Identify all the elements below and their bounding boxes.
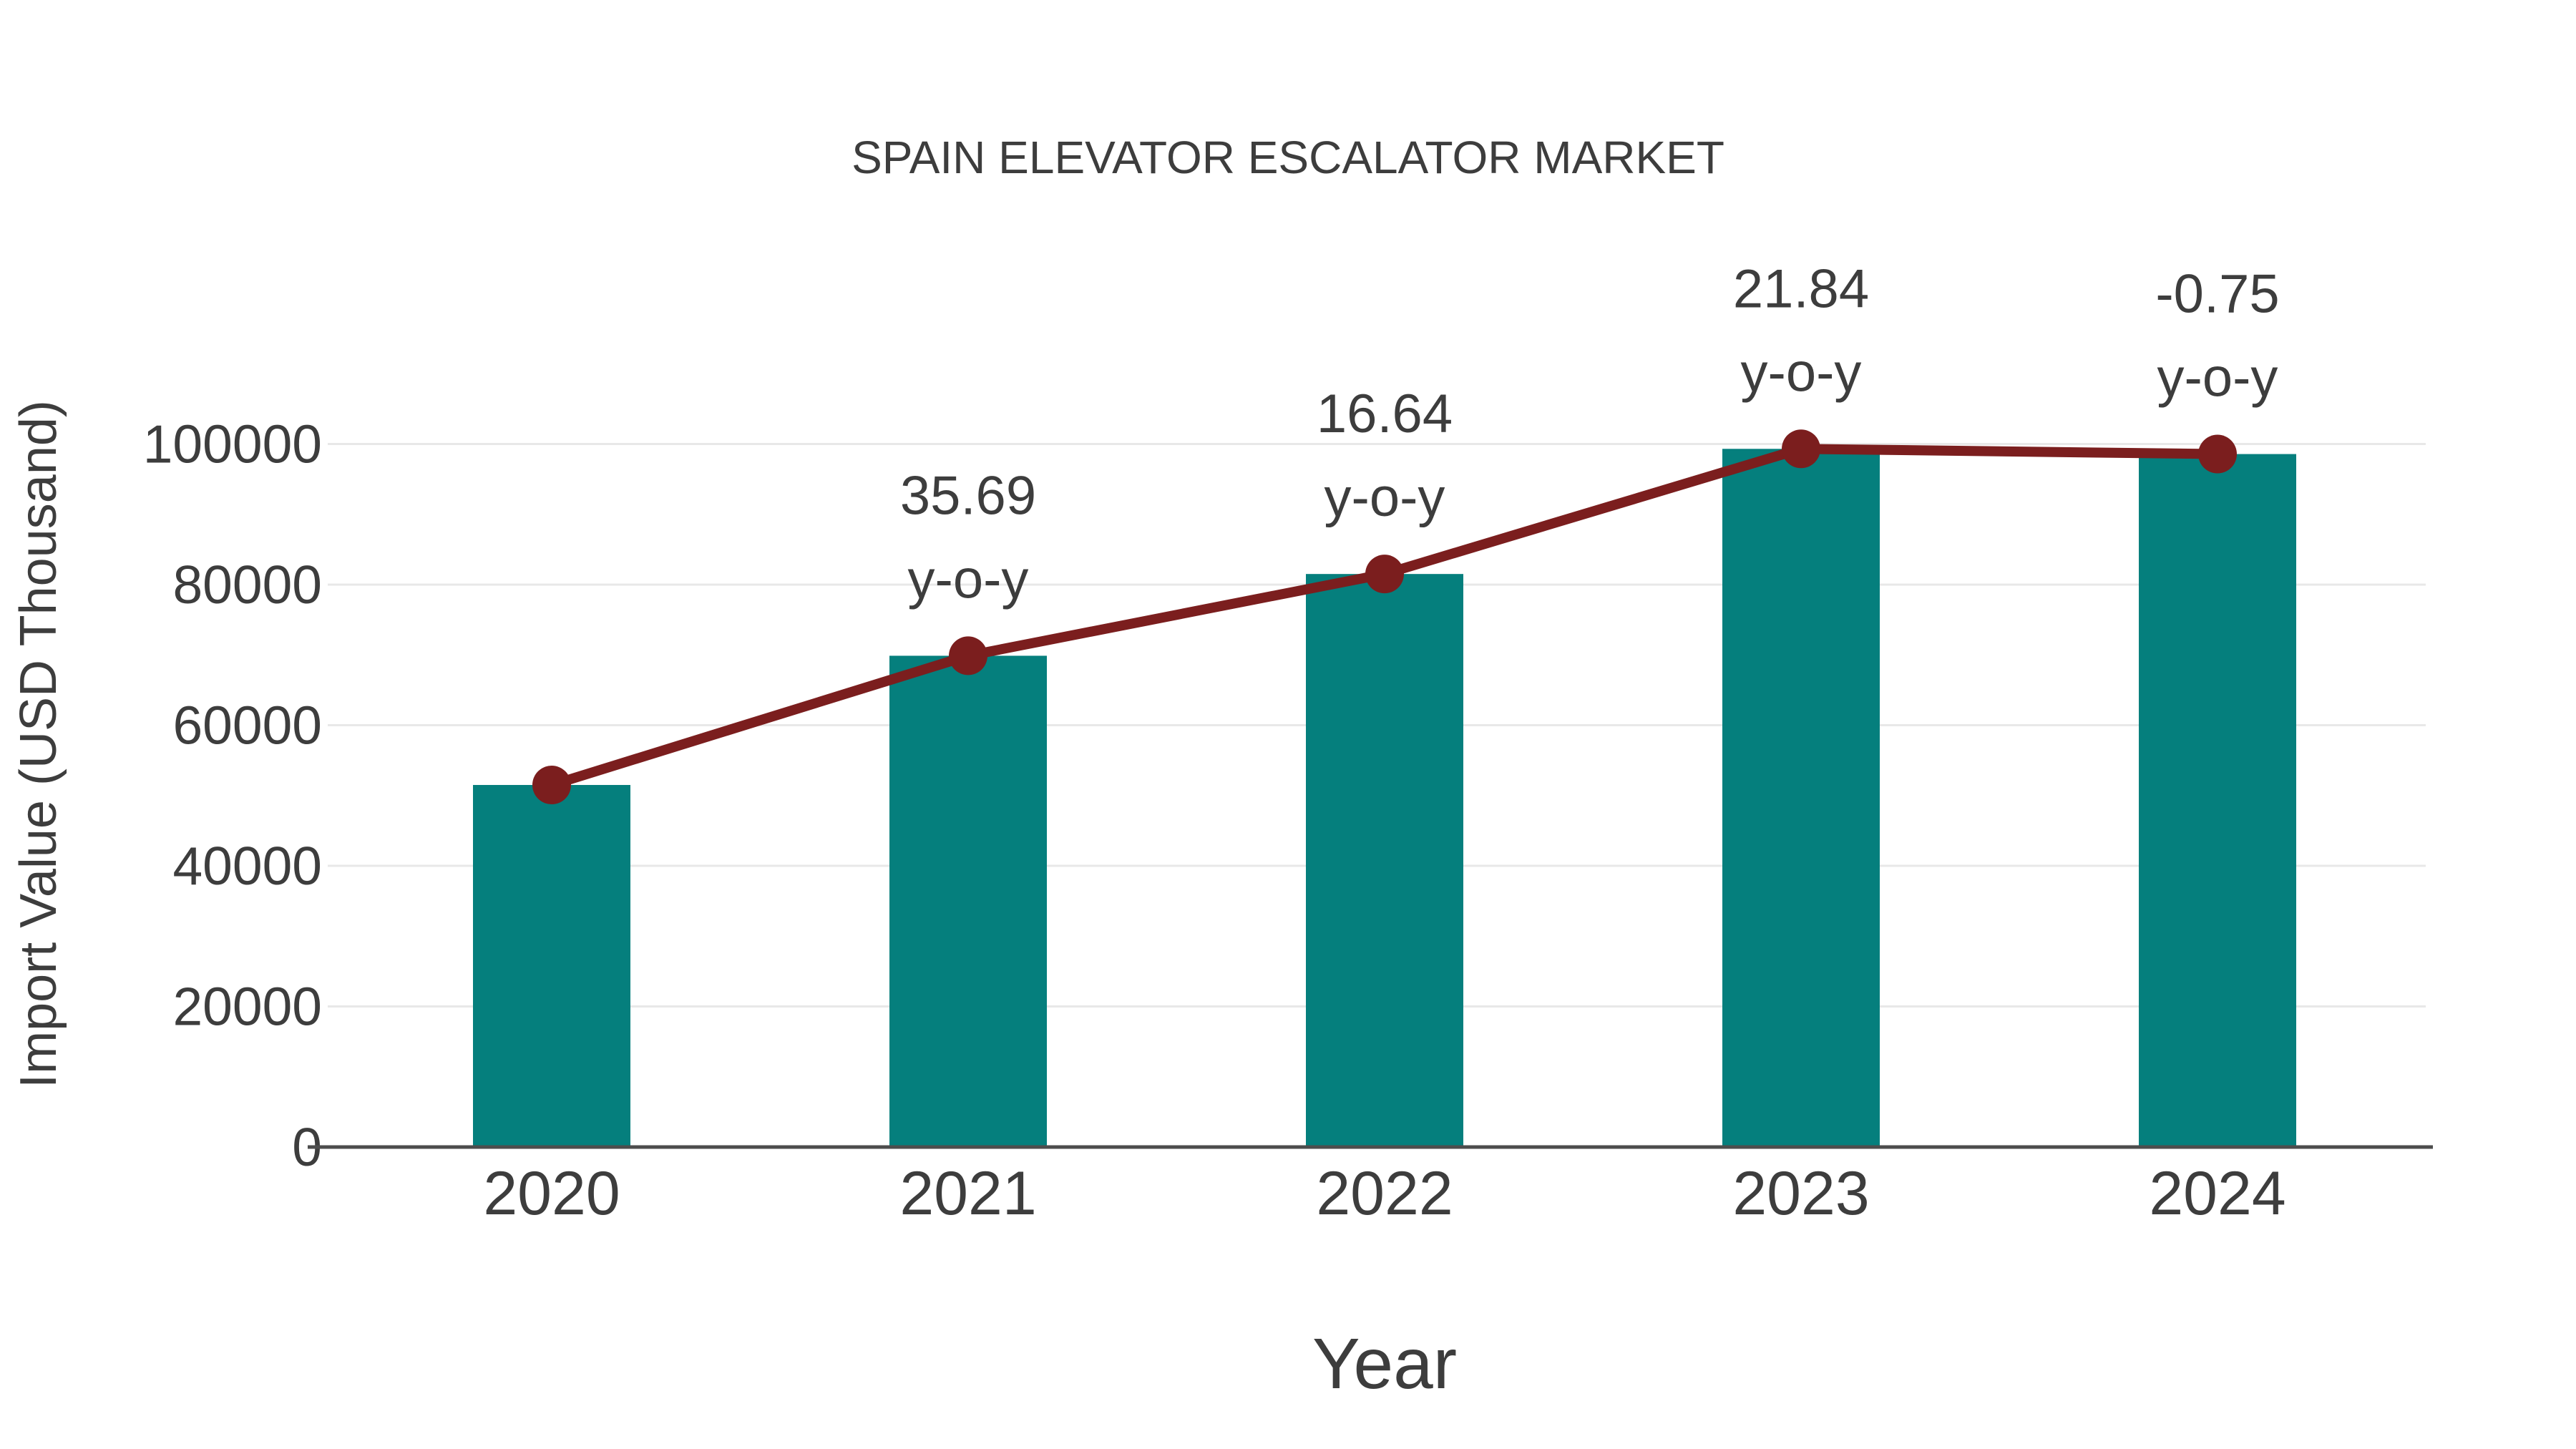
y-tick-label-40000: 40000	[172, 836, 322, 896]
x-tick-labels: 2020 2021 2022 2023 2024	[483, 1159, 2285, 1228]
bar-2024	[2139, 454, 2296, 1147]
y-tick-label-60000: 60000	[172, 696, 322, 756]
bar-2023	[1722, 449, 1880, 1147]
y-tick-label-20000: 20000	[172, 977, 322, 1037]
chart-title: SPAIN ELEVATOR ESCALATOR MARKET	[852, 132, 1724, 183]
annotation-2022-label: y-o-y	[1324, 467, 1445, 528]
annotation-2021-label: y-o-y	[908, 549, 1029, 610]
annotation-2024-label: y-o-y	[2157, 348, 2278, 409]
line-marker-2023	[1782, 429, 1820, 469]
line-marker-2024	[2198, 434, 2237, 474]
annotations: 35.69 y-o-y 16.64 y-o-y 21.84 y-o-y -0.75 y-o-y	[900, 258, 2280, 610]
annotation-2023-label: y-o-y	[1741, 342, 1862, 403]
annotation-2022-value: 16.64	[1317, 384, 1453, 444]
x-tick-label-2022: 2022	[1316, 1159, 1453, 1228]
x-tick-label-2020: 2020	[483, 1159, 620, 1228]
y-tick-label-80000: 80000	[172, 555, 322, 615]
x-tick-label-2021: 2021	[899, 1159, 1036, 1228]
y-axis-title: Import Value (USD Thousand)	[10, 400, 67, 1088]
x-tick-label-2024: 2024	[2149, 1159, 2285, 1228]
line-series	[532, 429, 2237, 805]
line-marker-2021	[949, 636, 987, 675]
bar-2020	[473, 785, 630, 1147]
bar-2022	[1306, 574, 1463, 1147]
annotation-2023-value: 21.84	[1733, 258, 1869, 319]
y-tick-label-100000: 100000	[143, 414, 322, 474]
bar-2021	[889, 655, 1047, 1147]
annotation-2021-value: 35.69	[900, 465, 1036, 526]
annotation-2024-value: -0.75	[2155, 264, 2279, 325]
bar-series	[473, 449, 2296, 1147]
x-axis-title: Year	[1312, 1324, 1457, 1404]
line-marker-2020	[532, 766, 571, 805]
x-tick-label-2023: 2023	[1732, 1159, 1869, 1228]
line-marker-2022	[1365, 555, 1404, 594]
